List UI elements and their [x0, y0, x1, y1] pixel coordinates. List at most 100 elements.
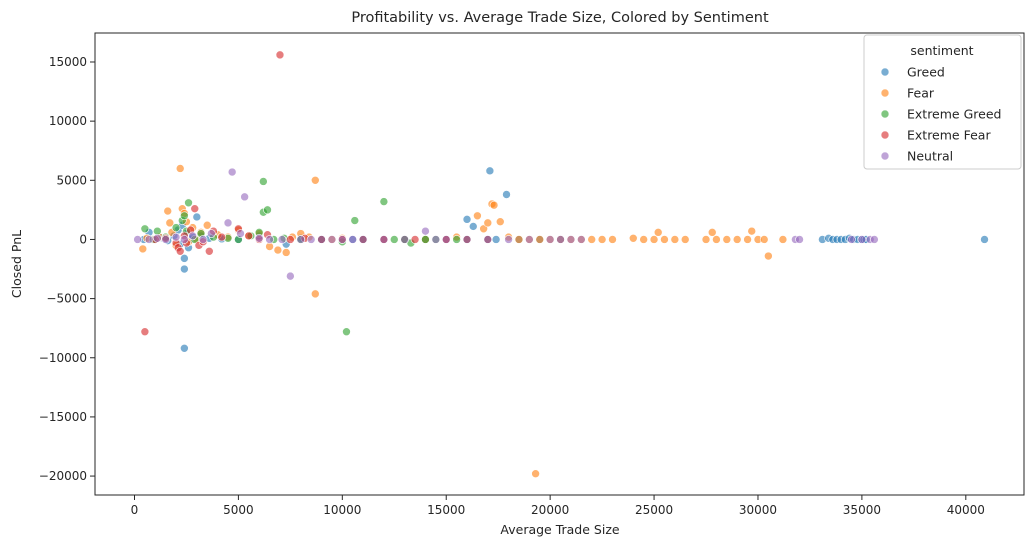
data-point [277, 235, 287, 244]
data-point [421, 226, 430, 236]
plot-frame [94, 32, 1025, 496]
data-point [653, 228, 663, 237]
y-tick-label: −20000 [39, 469, 87, 483]
data-point [263, 205, 272, 215]
data-point [273, 245, 283, 255]
data-point [531, 469, 540, 479]
series-neutral [133, 167, 879, 281]
data-point [441, 235, 451, 244]
data-point [556, 235, 565, 244]
data-point [342, 327, 351, 337]
x-axis-label: Average Trade Size [500, 522, 619, 537]
data-point [566, 235, 576, 244]
data-point [202, 220, 212, 230]
y-tick-label: −15000 [39, 410, 87, 424]
data-point [389, 235, 399, 244]
x-tick-label: 0 [131, 503, 139, 517]
data-point [778, 235, 788, 244]
data-point [743, 235, 752, 244]
data-point [350, 216, 360, 225]
data-point [732, 235, 742, 244]
data-point [462, 235, 472, 244]
data-point [722, 235, 732, 244]
x-tick-label: 15000 [427, 503, 465, 517]
data-point [254, 233, 264, 243]
data-point [198, 235, 208, 244]
data-point [462, 215, 472, 224]
data-point [452, 235, 461, 244]
x-tick-label: 40000 [947, 503, 985, 517]
x-tick-label: 5000 [223, 503, 254, 517]
data-point [649, 235, 659, 244]
data-point [587, 235, 597, 244]
data-point [857, 235, 867, 244]
data-point [639, 235, 648, 244]
legend-label: Greed [907, 65, 945, 80]
y-axis: −20000 −15000 −10000 −5000 0 5000 10000 15000 [39, 55, 95, 483]
data-point [495, 217, 505, 227]
data-point [468, 222, 478, 231]
x-axis: 0 5000 10000 15000 20000 25000 30000 35000 40000 [131, 495, 985, 517]
data-point [847, 235, 856, 244]
data-point [597, 235, 607, 244]
data-point [483, 235, 493, 244]
legend-label: Extreme Fear [907, 128, 991, 143]
data-point [140, 224, 150, 234]
data-point [133, 235, 142, 244]
data-point [227, 167, 237, 177]
data-point [236, 229, 245, 238]
data-point [479, 224, 488, 234]
legend-marker [880, 130, 890, 140]
data-point [535, 235, 545, 244]
plot-area [133, 50, 989, 479]
data-point [514, 235, 524, 244]
legend-marker [880, 88, 890, 98]
y-tick-label: −5000 [46, 292, 87, 306]
data-point [707, 228, 717, 237]
x-tick-label: 20000 [531, 503, 569, 517]
data-point [483, 218, 493, 228]
data-point [171, 223, 181, 232]
data-point [577, 235, 586, 244]
data-point [171, 232, 181, 242]
data-point [207, 229, 216, 238]
legend-marker [880, 67, 890, 77]
data-point [608, 235, 617, 244]
data-point [223, 218, 233, 228]
series-greed [139, 166, 989, 353]
data-point [281, 248, 291, 257]
data-point [161, 235, 170, 244]
data-point [138, 244, 148, 254]
legend-title: sentiment [910, 43, 973, 58]
data-point [180, 211, 189, 221]
series-extreme-greed [140, 177, 493, 337]
y-axis-label: Closed PnL [9, 230, 24, 298]
data-point [431, 235, 441, 244]
data-point [317, 235, 326, 244]
data-point [192, 212, 202, 222]
data-point [701, 235, 711, 244]
legend-label: Neutral [907, 149, 953, 164]
data-point [473, 211, 482, 221]
data-point [205, 246, 214, 256]
data-point [296, 235, 306, 244]
data-point [140, 327, 150, 337]
data-point [144, 235, 154, 244]
data-point [240, 192, 249, 202]
data-point [180, 254, 189, 263]
data-point [545, 235, 555, 244]
data-point [265, 235, 274, 244]
data-point [421, 235, 430, 244]
legend-box [863, 34, 1022, 170]
data-point [379, 197, 389, 206]
data-point [165, 218, 175, 228]
legend-label: Extreme Greed [907, 107, 1001, 122]
data-point [759, 235, 769, 244]
data-point [348, 235, 358, 244]
y-tick-label: 0 [79, 232, 87, 246]
y-tick-label: 15000 [49, 55, 87, 69]
data-point [190, 204, 200, 213]
y-tick-label: −10000 [39, 351, 87, 365]
data-point [275, 50, 285, 60]
